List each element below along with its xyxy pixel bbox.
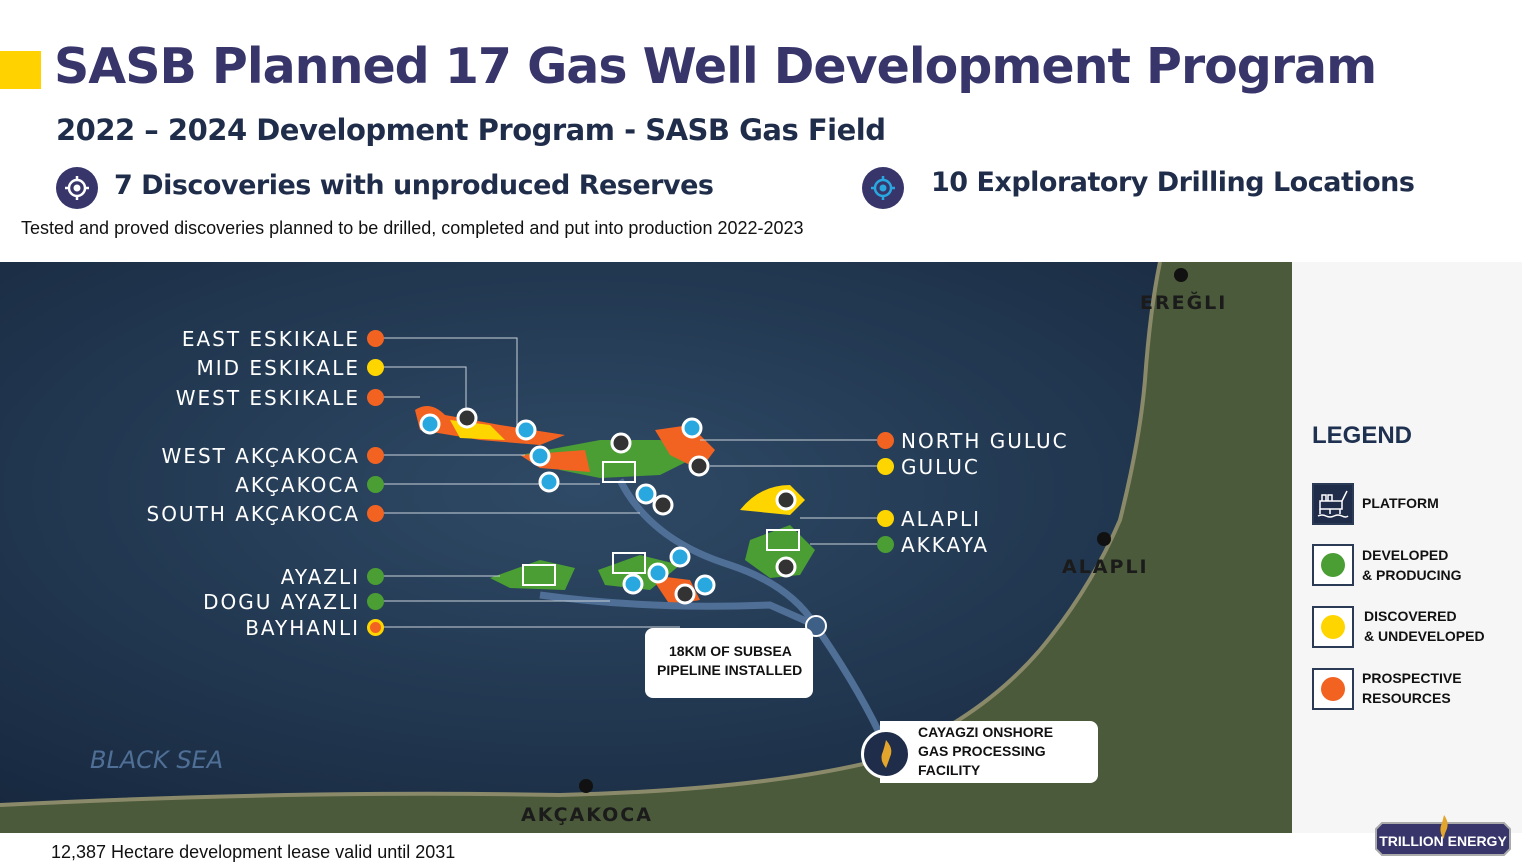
facility-callout-line: GAS PROCESSING bbox=[918, 743, 1046, 759]
town-dot-akcakoca bbox=[579, 779, 593, 793]
field-label-mid-eskikale: MID ESKIKALE bbox=[196, 356, 360, 380]
field-label-east-eskikale: EAST ESKIKALE bbox=[181, 327, 360, 351]
field-label-south-akcakoca: SOUTH AKÇAKOCA bbox=[146, 502, 360, 526]
description: Tested and proved discoveries planned to… bbox=[21, 218, 804, 238]
field-label-west-akcakoca: WEST AKÇAKOCA bbox=[161, 444, 360, 468]
status-dot-discovered bbox=[877, 458, 894, 475]
trillion-energy-logo: TRILLION ENERGY bbox=[1372, 815, 1514, 857]
leader-lines bbox=[383, 337, 877, 628]
status-dot-discovered bbox=[367, 359, 384, 376]
target-white-icon bbox=[56, 167, 98, 209]
legend-swatch-prospective bbox=[1312, 668, 1354, 710]
field-label-west-eskikale: WEST ESKIKALE bbox=[175, 386, 360, 410]
status-dot-developed bbox=[367, 476, 384, 493]
status-dot-developed bbox=[877, 536, 894, 553]
map: EAST ESKIKALE MID ESKIKALE WEST ESKIKALE… bbox=[0, 262, 1292, 833]
exploratory-heading: 10 Exploratory Drilling Locations bbox=[931, 167, 1415, 198]
page-title: SASB Planned 17 Gas Well Development Pro… bbox=[54, 38, 1377, 95]
platform-icons bbox=[522, 461, 800, 586]
status-dot-prospective bbox=[367, 389, 384, 406]
field-label-north-guluc: NORTH GULUC bbox=[901, 429, 1069, 453]
legend-panel: LEGEND PLATFORM DEVELOPED & PRODUCING DIS… bbox=[1292, 262, 1522, 833]
legend-label-platform: PLATFORM bbox=[1362, 495, 1439, 511]
sea-label: BLACK SEA bbox=[90, 746, 224, 774]
field-label-alapli: ALAPLI bbox=[901, 507, 982, 531]
status-dot-discovered bbox=[877, 510, 894, 527]
town-label-akcakoca: AKÇAKOCA bbox=[521, 804, 653, 826]
discovery-well-markers bbox=[456, 407, 797, 605]
field-label-dogu-ayazli: DOGU AYAZLI bbox=[203, 590, 360, 614]
facility-callout: CAYAGZI ONSHORE GAS PROCESSING FACILITY bbox=[880, 721, 1098, 783]
field-label-bayhanli: BAYHANLI bbox=[245, 616, 360, 640]
svg-text:TRILLION ENERGY: TRILLION ENERGY bbox=[1379, 833, 1507, 849]
title-accent-bar bbox=[0, 51, 41, 89]
field-label-guluc: GULUC bbox=[901, 455, 980, 479]
page-subtitle: 2022 – 2024 Development Program - SASB G… bbox=[56, 113, 886, 147]
legend-swatch-discovered bbox=[1312, 606, 1354, 648]
town-dot-alapli bbox=[1097, 532, 1111, 546]
status-dot-developed bbox=[367, 593, 384, 610]
legend-swatch-developed bbox=[1312, 544, 1354, 586]
status-dot-prospective bbox=[367, 330, 384, 347]
legend-label-prospective: PROSPECTIVE RESOURCES bbox=[1362, 670, 1462, 706]
pipeline-callout-line: 18KM OF SUBSEA bbox=[669, 643, 792, 659]
target-blue-icon bbox=[862, 167, 904, 209]
platform-icon bbox=[1312, 483, 1354, 525]
exploratory-well-markers bbox=[419, 413, 716, 596]
pipeline-callout-line: PIPELINE INSTALLED bbox=[657, 662, 803, 678]
pipeline bbox=[616, 478, 889, 747]
field-label-akkaya: AKKAYA bbox=[901, 533, 990, 557]
field-label-akcakoca: AKÇAKOCA bbox=[235, 473, 360, 497]
town-label-eregli: EREĞLI bbox=[1140, 292, 1228, 314]
status-dot-prospective bbox=[367, 619, 384, 636]
status-dot-prospective bbox=[367, 505, 384, 522]
town-label-alapli: ALAPLI bbox=[1062, 556, 1149, 578]
status-dot-developed bbox=[367, 568, 384, 585]
legend-label-developed: DEVELOPED & PRODUCING bbox=[1362, 547, 1462, 583]
land bbox=[0, 262, 1292, 833]
legend-label-discovered: DISCOVERED & UNDEVELOPED bbox=[1364, 608, 1485, 644]
facility-callout-line: CAYAGZI ONSHORE bbox=[918, 724, 1054, 740]
status-dot-prospective bbox=[877, 432, 894, 449]
flame-icon bbox=[861, 729, 911, 779]
facility-callout-line: FACILITY bbox=[918, 762, 981, 778]
discoveries-heading: 7 Discoveries with unproduced Reserves bbox=[114, 170, 714, 201]
status-dot-prospective bbox=[367, 447, 384, 464]
town-dot-eregli bbox=[1174, 268, 1188, 282]
field-label-ayazli: AYAZLI bbox=[280, 565, 360, 589]
footer-note: 12,387 Hectare development lease valid u… bbox=[51, 842, 456, 862]
legend-title: LEGEND bbox=[1312, 422, 1413, 449]
pipeline-callout: 18KM OF SUBSEA PIPELINE INSTALLED bbox=[645, 628, 813, 698]
